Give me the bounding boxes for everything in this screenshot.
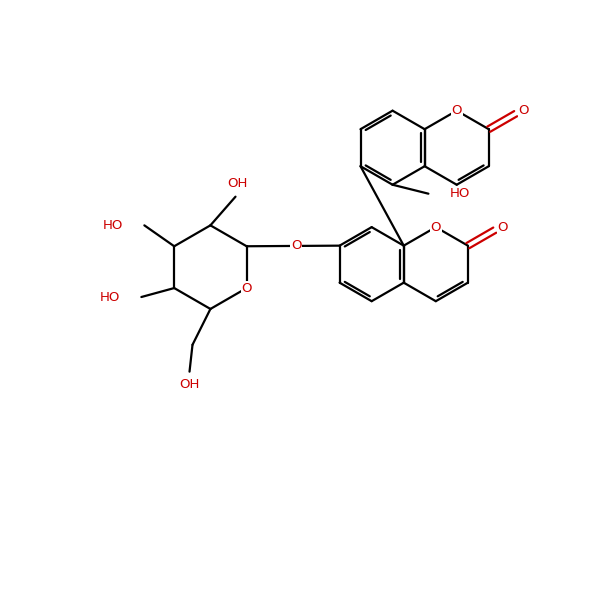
- Text: OH: OH: [179, 379, 200, 391]
- Text: O: O: [451, 104, 462, 117]
- Text: O: O: [291, 239, 301, 253]
- Text: O: O: [241, 281, 252, 295]
- Text: O: O: [431, 221, 441, 233]
- Text: HO: HO: [449, 187, 470, 200]
- Text: OH: OH: [227, 177, 247, 190]
- Text: HO: HO: [100, 290, 121, 304]
- Text: O: O: [518, 104, 529, 117]
- Text: O: O: [497, 221, 508, 233]
- Text: HO: HO: [103, 219, 124, 232]
